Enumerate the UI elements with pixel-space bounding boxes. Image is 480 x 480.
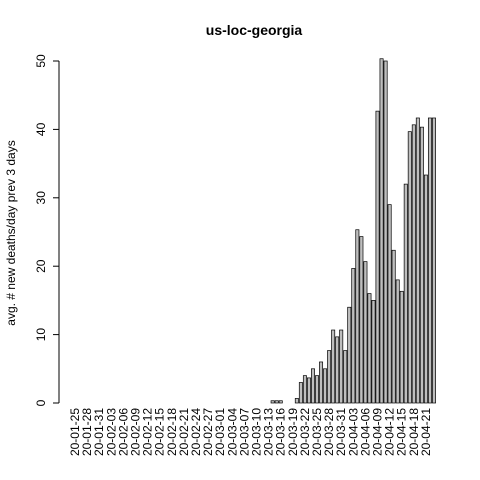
- y-axis: 0 10 20 30 40 50: [34, 54, 60, 406]
- bar: [367, 293, 372, 404]
- x-tick-label: 20-03-28: [322, 408, 336, 456]
- bar: [298, 382, 303, 404]
- x-tick-label: 20-02-03: [104, 408, 118, 456]
- bar: [306, 377, 311, 404]
- y-tick-label: 10: [34, 328, 48, 342]
- x-tick-label: 20-01-31: [92, 408, 106, 456]
- x-tick-label: 20-02-24: [189, 408, 203, 456]
- bar: [327, 350, 332, 404]
- x-tick-label: 20-02-06: [116, 408, 130, 456]
- bar: [347, 306, 352, 404]
- x-tick-label: 20-03-10: [250, 408, 264, 456]
- x-tick-label: 20-03-04: [225, 408, 239, 456]
- x-tick-label: 20-03-22: [298, 408, 312, 456]
- x-tick-label: 20-03-16: [274, 408, 288, 456]
- x-tick-label: 20-02-09: [129, 408, 143, 456]
- bar: [383, 60, 388, 404]
- chart-title: us-loc-georgia: [206, 22, 303, 38]
- x-tick-label: 20-04-09: [371, 408, 385, 456]
- x-tick-label: 20-02-27: [201, 408, 215, 456]
- x-tick-label: 20-04-21: [419, 408, 433, 456]
- bar: [363, 261, 368, 404]
- bar: [335, 336, 340, 404]
- bar: [302, 375, 307, 404]
- x-tick-label: 20-02-21: [177, 408, 191, 456]
- y-tick-label: 20: [34, 259, 48, 273]
- x-tick-label: 20-03-25: [310, 408, 324, 456]
- bars-group: [270, 58, 436, 404]
- bar: [407, 131, 412, 404]
- bar: [419, 126, 424, 404]
- bar: [355, 229, 360, 404]
- x-tick-label: 20-01-28: [80, 408, 94, 456]
- x-tick-label: 20-03-07: [237, 408, 251, 456]
- bar: [311, 368, 315, 404]
- bar: [274, 400, 279, 404]
- bar: [395, 279, 400, 404]
- x-tick-label: 20-04-06: [358, 408, 372, 456]
- bar: [351, 268, 356, 404]
- x-tick-label: 20-04-18: [407, 408, 421, 456]
- x-tick-label: 20-01-25: [68, 408, 82, 456]
- y-tick-label: 40: [34, 122, 48, 136]
- bar: [371, 300, 376, 404]
- bar: [278, 400, 283, 404]
- bar: [423, 174, 428, 404]
- bar: [391, 249, 396, 404]
- bar: [379, 58, 384, 404]
- bar: [399, 290, 404, 404]
- x-tick-label: 20-04-12: [383, 408, 397, 456]
- x-tick-label: 20-03-13: [262, 408, 276, 456]
- y-tick-label: 50: [34, 54, 48, 68]
- x-tick-label: 20-02-15: [153, 408, 167, 456]
- bar: [359, 236, 364, 404]
- bar: [403, 183, 408, 404]
- bar: [323, 368, 328, 404]
- x-tick-label: 20-04-03: [346, 408, 360, 456]
- bar: [387, 204, 392, 404]
- x-tick-label: 20-03-19: [286, 408, 300, 456]
- x-tick-label: 20-02-12: [141, 408, 155, 456]
- bar: [315, 375, 319, 404]
- x-tick-label: 20-02-18: [165, 408, 179, 456]
- bar: [432, 117, 436, 404]
- y-tick-label: 30: [34, 191, 48, 205]
- bar: [343, 350, 348, 404]
- bar: [319, 361, 324, 404]
- x-tick-label: 20-04-15: [395, 408, 409, 456]
- bar: [415, 117, 420, 404]
- x-axis-labels: 20-01-2520-01-2820-01-3120-02-0320-02-06…: [68, 408, 433, 456]
- x-tick-label: 20-03-31: [334, 408, 348, 456]
- bar: [427, 117, 432, 404]
- x-tick-label: 20-03-01: [213, 408, 227, 456]
- y-tick-label: 0: [34, 399, 48, 406]
- bar: [339, 329, 344, 404]
- bar: [411, 124, 416, 404]
- y-axis-label: avg. # new deaths/day prev 3 days: [4, 140, 18, 325]
- bar: [294, 398, 299, 404]
- bar: [331, 329, 336, 404]
- bar: [375, 110, 380, 404]
- bar: [270, 400, 275, 404]
